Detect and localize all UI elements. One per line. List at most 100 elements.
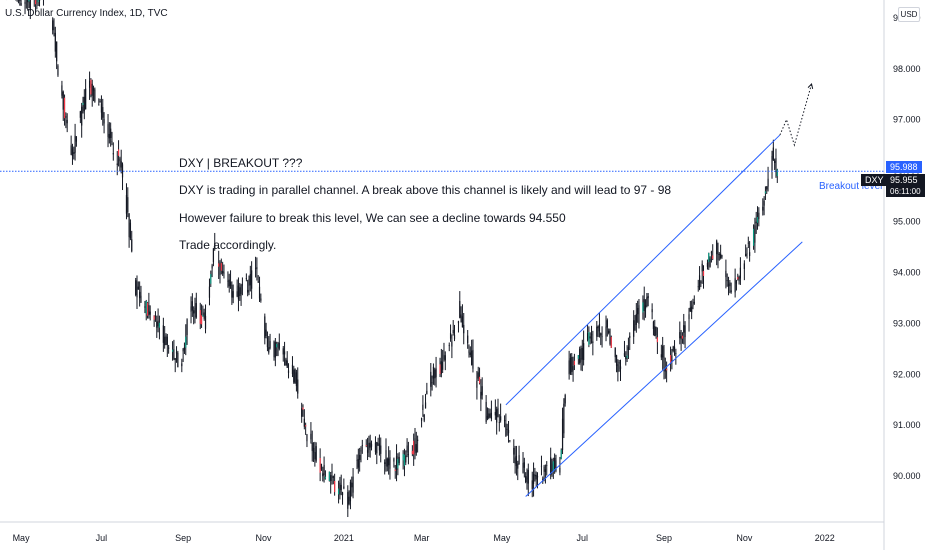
price-tick-2: 92.000 <box>893 369 921 379</box>
candle-body <box>756 217 759 223</box>
candle-body <box>745 253 747 257</box>
candle-body <box>730 290 732 293</box>
candle-body <box>717 251 719 261</box>
candle-body <box>166 336 168 345</box>
candle-body <box>305 425 307 427</box>
candle-body <box>614 347 616 358</box>
candle-body <box>683 325 685 333</box>
candle-body <box>414 438 416 451</box>
candle-body <box>738 276 740 282</box>
candle-body <box>83 96 85 112</box>
candle-body <box>174 358 176 360</box>
projection-path[interactable] <box>779 83 813 147</box>
candle-body <box>534 474 536 477</box>
candle-body <box>334 480 336 493</box>
candle-body <box>568 360 570 375</box>
candle-body <box>222 271 224 274</box>
candle-body <box>505 423 507 437</box>
candle-body <box>229 281 232 286</box>
time-axis[interactable]: May Jul Sep Nov 2021 Mar May Jul Sep Nov 2022 <box>13 533 835 543</box>
last-price-badge: 95.955 06:11:00 <box>886 174 925 197</box>
candle-body <box>195 303 197 318</box>
candle-body <box>129 222 132 239</box>
candle-body <box>531 480 533 489</box>
candle-body <box>673 346 676 349</box>
time-tick-10: 2022 <box>815 533 835 543</box>
candle-body <box>168 347 170 349</box>
candle-body <box>153 315 155 320</box>
candle-body <box>634 324 636 331</box>
candle-body <box>692 304 694 307</box>
candle-body <box>468 350 470 354</box>
price-tick-4: 94.000 <box>893 267 921 277</box>
candle-body <box>569 358 572 374</box>
candle-body <box>210 274 212 284</box>
candle-body <box>65 116 67 118</box>
candle-body <box>430 371 432 387</box>
candle-body <box>708 252 710 262</box>
price-tick-0: 90.000 <box>893 471 921 481</box>
candle-body <box>758 212 760 220</box>
candle-body <box>359 454 361 460</box>
candle-body <box>747 242 749 244</box>
time-tick-3: Nov <box>255 533 272 543</box>
channel-lower-line[interactable] <box>525 241 803 497</box>
candle-body <box>52 20 54 31</box>
candle-body <box>526 477 528 480</box>
candle-body <box>74 135 76 153</box>
candle-body <box>413 440 415 455</box>
candle-body <box>73 152 75 154</box>
candle-body <box>37 0 39 3</box>
candle-body <box>444 355 446 361</box>
candle-body <box>131 239 133 252</box>
candle-body <box>700 281 702 283</box>
candle-body <box>128 213 130 238</box>
channel-upper-line[interactable] <box>505 134 781 406</box>
candle-body <box>121 164 124 178</box>
time-tick-9: Nov <box>736 533 753 543</box>
candle-body <box>774 160 776 163</box>
candle-body <box>525 476 527 483</box>
currency-label[interactable]: USD <box>898 7 920 22</box>
time-tick-5: Mar <box>414 533 430 543</box>
candle-body <box>148 305 150 315</box>
candle-body <box>103 119 105 124</box>
candle-body <box>34 0 37 5</box>
candle-body <box>417 439 419 442</box>
candle-body <box>227 280 229 282</box>
price-axis[interactable]: 90.00091.00092.00093.00094.00095.00096.0… <box>893 13 921 481</box>
candle-body <box>286 360 288 368</box>
candle-body <box>625 356 627 360</box>
candle-body <box>361 445 363 446</box>
candle-body <box>266 337 269 348</box>
candle-body <box>79 111 81 118</box>
candle-body <box>136 281 138 298</box>
candle-body <box>664 368 666 372</box>
candle-body <box>237 285 240 300</box>
candle-body <box>194 307 196 313</box>
candle-body <box>389 457 391 469</box>
candle-body <box>522 463 524 473</box>
candle-body <box>494 411 496 416</box>
time-tick-7: Jul <box>577 533 589 543</box>
candle-body <box>247 289 249 293</box>
candle-body <box>70 145 72 155</box>
candle-body <box>100 103 103 113</box>
candle-body <box>544 469 547 472</box>
candle-body <box>672 346 674 351</box>
candle-body <box>71 148 74 156</box>
candle-body <box>241 284 244 286</box>
candle-body <box>403 454 406 466</box>
candle-body <box>135 280 137 296</box>
candle-body <box>388 458 390 466</box>
candle-body <box>85 88 87 110</box>
candle-body <box>273 341 275 358</box>
candle-body <box>619 366 622 370</box>
candle-body <box>596 326 598 337</box>
candle-body <box>675 352 677 355</box>
candle-body <box>589 336 591 339</box>
candle-body <box>752 228 755 246</box>
candle-body <box>394 469 396 471</box>
candle-body <box>248 279 250 286</box>
